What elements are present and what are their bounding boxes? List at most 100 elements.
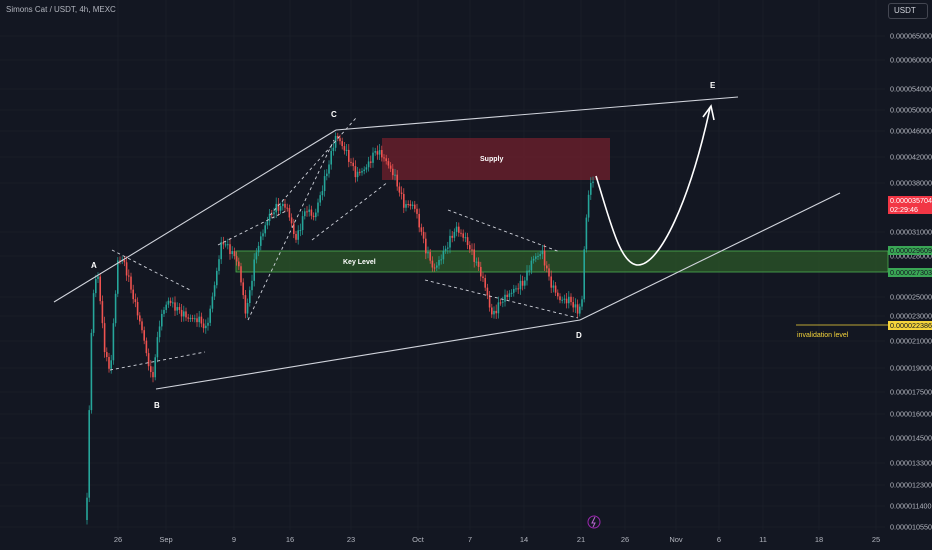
candle-body — [132, 289, 134, 300]
projection-path[interactable] — [595, 107, 711, 266]
supply-zone[interactable] — [382, 138, 610, 180]
key-level-label: Key Level — [343, 259, 376, 266]
key-level-zone[interactable] — [235, 250, 889, 273]
candle-body — [282, 203, 284, 207]
symbol-title[interactable]: Simons Cat / USDT, 4h, MEXC — [6, 5, 116, 14]
candle-body — [167, 300, 170, 305]
candle-body — [202, 323, 205, 329]
candle-body — [106, 352, 108, 358]
candle-body — [587, 194, 590, 218]
candle-body — [425, 238, 427, 254]
time-tick-label: 21 — [577, 535, 585, 544]
candle-body — [128, 275, 130, 277]
price-tick-label: 0.000021000 — [890, 337, 932, 346]
candle-body — [222, 242, 225, 245]
candle-body — [466, 237, 469, 246]
candle-body — [447, 247, 449, 249]
price-tick-label: 0.000011400 — [890, 502, 931, 511]
channel-lower-right-line[interactable] — [579, 192, 841, 321]
candle-body — [422, 231, 425, 239]
candle-body — [524, 280, 526, 286]
candle-body — [90, 332, 93, 411]
candle-body — [436, 265, 438, 268]
candle-body — [235, 256, 238, 262]
candle-body — [394, 174, 396, 176]
time-tick-label: 11 — [759, 535, 767, 544]
candle-body — [444, 248, 447, 251]
price-tick-label: 0.000050000 — [890, 106, 932, 115]
candle-body — [385, 158, 387, 162]
candle-body — [293, 223, 295, 234]
candle-body — [365, 167, 368, 170]
candle-body — [383, 157, 385, 159]
candle-body — [530, 260, 533, 271]
candle-body — [354, 166, 357, 178]
candle-body — [172, 302, 174, 304]
candle-body — [460, 232, 462, 234]
candle-body — [502, 301, 504, 303]
candle-body — [176, 307, 178, 311]
candle-body — [189, 317, 192, 319]
candle-body — [491, 307, 493, 315]
candle-body — [266, 221, 269, 226]
candle-body — [312, 215, 315, 218]
candle-body — [541, 250, 544, 255]
candle-body — [141, 321, 143, 331]
candle-body — [205, 325, 207, 329]
chart-drawings[interactable] — [53, 96, 841, 390]
candle-body — [310, 209, 313, 216]
candle-body — [387, 161, 390, 166]
candle-body — [411, 204, 414, 206]
candle-body — [178, 307, 181, 310]
candle-body — [251, 280, 253, 291]
candle-body — [130, 276, 132, 290]
candle-body — [574, 304, 577, 308]
candle-body — [180, 309, 183, 317]
time-tick-label: Nov — [669, 535, 683, 544]
channel-lower-line[interactable] — [155, 319, 581, 390]
candle-body — [341, 141, 343, 147]
candle-body — [449, 235, 451, 248]
candle-body — [464, 237, 467, 239]
candle-body — [552, 285, 555, 288]
candle-body — [103, 323, 106, 353]
candle-body — [139, 315, 141, 322]
candle-body — [150, 366, 152, 373]
countdown-timer: 02:29:46 — [890, 205, 918, 214]
candle-body — [163, 309, 165, 314]
candle-body — [220, 242, 222, 260]
candle-body — [477, 261, 480, 267]
channel-upper-left-line[interactable] — [53, 129, 337, 303]
candle-body — [255, 252, 258, 260]
candle-body — [539, 254, 541, 256]
time-axis[interactable]: 26 Sep 9 16 23 Oct 7 14 21 26 Nov 6 11 18 25 — [114, 535, 880, 544]
price-tick-label: 0.000016000 — [890, 410, 932, 419]
price-tick-label: 0.000025000 — [890, 293, 932, 302]
candle-body — [152, 372, 154, 378]
candle-body — [376, 151, 379, 155]
candle-body — [337, 135, 339, 139]
lightning-icon[interactable] — [587, 515, 601, 529]
candle-body — [196, 318, 198, 323]
channel-upper-line[interactable] — [335, 96, 739, 131]
candle-body — [400, 192, 403, 195]
candle-body — [332, 147, 335, 151]
candle-body — [257, 245, 260, 253]
price-axis[interactable]: 0.000065000 0.000060000 0.000054000 0.00005… — [890, 32, 932, 532]
currency-button[interactable]: USDT — [888, 3, 928, 19]
time-tick-label: 18 — [815, 535, 823, 544]
pattern-dashed-lines[interactable] — [109, 117, 579, 371]
time-tick-label: 25 — [872, 535, 880, 544]
candle-body — [191, 317, 194, 319]
candle-body — [442, 250, 445, 260]
candle-body — [570, 296, 572, 303]
candle-body — [174, 302, 176, 311]
candle-body — [242, 282, 244, 296]
price-tick-label: 0.000054000 — [890, 85, 932, 94]
projection-arrowhead — [702, 104, 715, 121]
candle-body — [581, 299, 583, 307]
time-tick-label: 16 — [286, 535, 294, 544]
invalidation-price-tag: 0.000022386 — [888, 321, 932, 330]
candle-body — [438, 259, 440, 266]
